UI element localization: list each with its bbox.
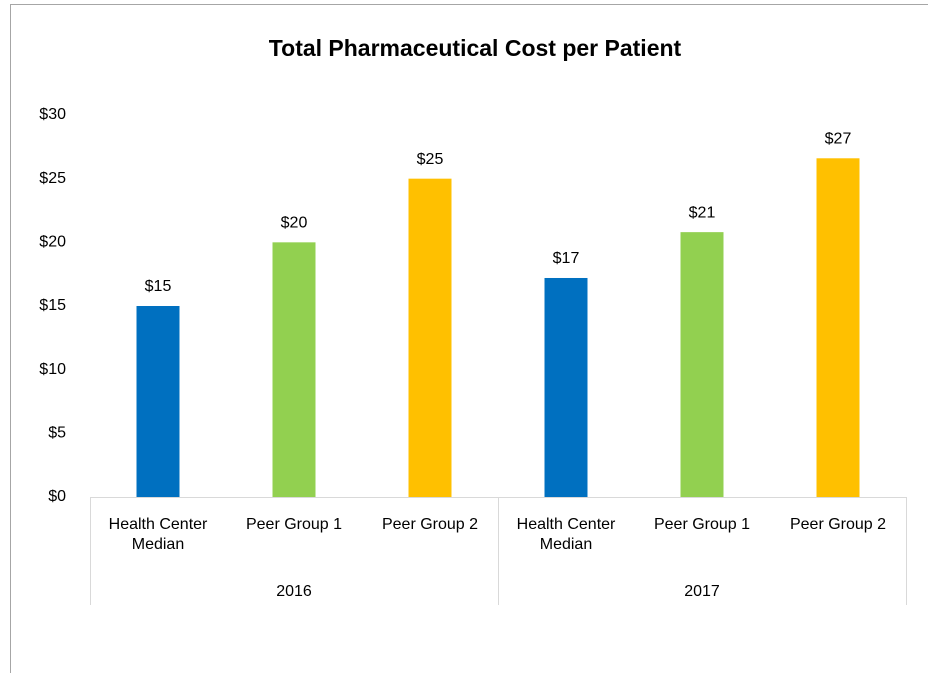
y-tick-label: $25 (39, 170, 66, 187)
y-tick-label: $30 (39, 106, 66, 123)
y-tick-label: $20 (39, 234, 66, 251)
bar (272, 242, 316, 497)
data-label: $17 (553, 250, 580, 267)
bar (544, 277, 588, 497)
bar (136, 306, 180, 497)
bar (816, 158, 860, 497)
x-tick-label: Peer Group 1 (245, 516, 343, 533)
group-label: 2017 (684, 583, 720, 600)
y-tick-label: $5 (48, 425, 66, 442)
y-tick-label: $0 (48, 488, 66, 505)
bar (408, 178, 452, 497)
x-tick-label: Health Center Median (516, 516, 616, 553)
data-label: $20 (281, 215, 308, 232)
x-tick-label: Peer Group 2 (381, 516, 479, 533)
y-tick-label: $10 (39, 361, 66, 378)
chart-title: Total Pharmaceutical Cost per Patient (269, 35, 682, 61)
data-label: $21 (689, 204, 716, 221)
data-label: $27 (825, 131, 852, 148)
chart-frame (10, 4, 928, 673)
x-tick-label: Health Center Median (108, 516, 208, 553)
y-tick-label: $15 (39, 297, 66, 314)
data-label: $25 (417, 151, 444, 168)
bar (680, 232, 724, 497)
x-tick-label: Peer Group 1 (653, 516, 751, 533)
group-label: 2016 (276, 583, 312, 600)
data-label: $15 (145, 278, 172, 295)
x-tick-label: Peer Group 2 (789, 516, 887, 533)
